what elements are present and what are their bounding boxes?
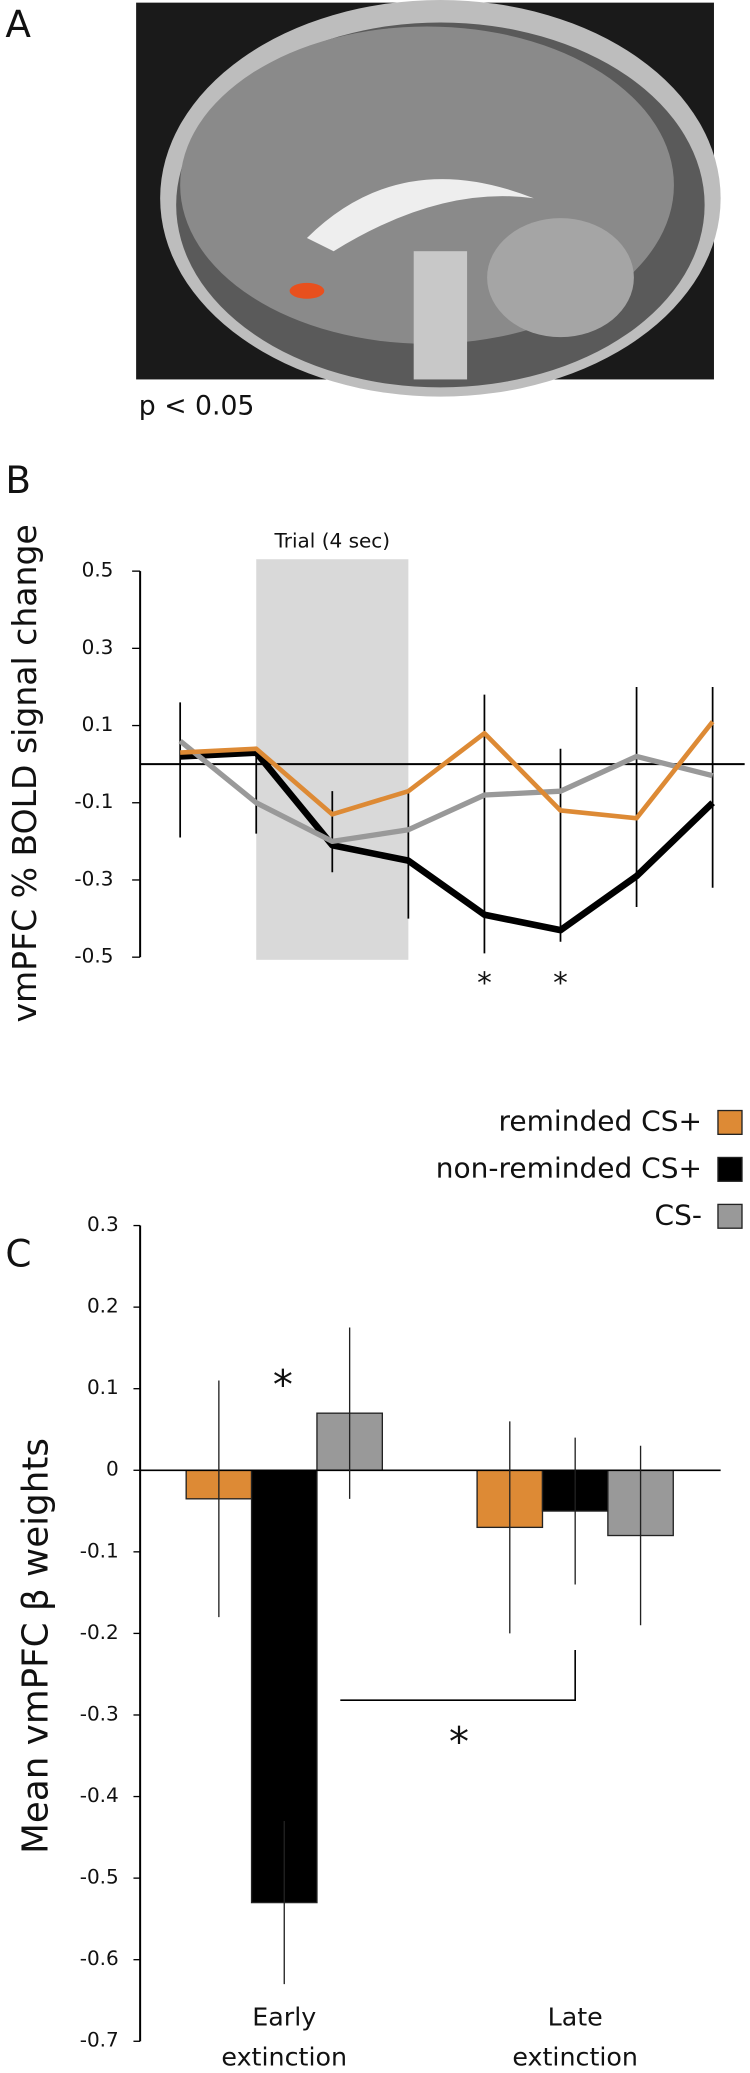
y-axis-label: vmPFC % BOLD signal change bbox=[5, 524, 44, 1022]
y-axis-label: Mean vmPFC β weights bbox=[15, 1438, 56, 1854]
y-tick-label: -0.7 bbox=[80, 2029, 119, 2052]
y-tick-label: 0.2 bbox=[87, 1295, 119, 1318]
significance-star: * bbox=[553, 966, 568, 1000]
panel-label: C bbox=[5, 1232, 31, 1276]
legend-label: CS- bbox=[655, 1198, 702, 1231]
x-tick-label: Late extinction bbox=[512, 2003, 638, 2072]
y-tick-label: -0.3 bbox=[74, 868, 113, 891]
y-tick-label: 0.1 bbox=[82, 713, 114, 736]
significance-star: * bbox=[273, 1363, 293, 1409]
panel-label: A bbox=[5, 2, 31, 46]
series-line bbox=[180, 720, 715, 821]
legend-label: reminded CS+ bbox=[499, 1105, 702, 1138]
y-tick-label: 0.3 bbox=[87, 1213, 119, 1236]
panel-label: B bbox=[5, 458, 31, 502]
y-tick-label: -0.5 bbox=[80, 1866, 119, 1889]
y-tick-label: -0.2 bbox=[80, 1621, 119, 1644]
legend-swatch bbox=[717, 1109, 743, 1135]
comparison-bracket bbox=[340, 1649, 576, 1701]
y-tick-label: -0.5 bbox=[74, 945, 113, 968]
significance-star: * bbox=[477, 966, 492, 1000]
y-tick-label: 0 bbox=[106, 1458, 119, 1481]
x-tick-word: extinction bbox=[512, 2043, 638, 2072]
caption: p < 0.05 bbox=[139, 391, 255, 422]
trial-label: Trial (4 sec) bbox=[273, 530, 390, 553]
series-line bbox=[179, 749, 715, 934]
y-tick-label: -0.1 bbox=[74, 790, 113, 813]
series-line bbox=[178, 738, 714, 845]
x-tick-word: extinction bbox=[221, 2043, 347, 2072]
x-tick-label: Early extinction bbox=[221, 2003, 347, 2072]
y-tick-label: -0.1 bbox=[80, 1539, 119, 1562]
x-tick-word: Early bbox=[252, 2003, 316, 2032]
legend-label: non-reminded CS+ bbox=[436, 1151, 702, 1184]
y-tick-label: 0.3 bbox=[82, 636, 114, 659]
y-tick-label: 0.1 bbox=[87, 1376, 119, 1399]
legend-swatch bbox=[717, 1203, 743, 1229]
x-tick-word: Late bbox=[548, 2003, 603, 2032]
y-tick-label: 0.5 bbox=[82, 559, 114, 582]
legend-swatch bbox=[717, 1156, 743, 1182]
brain-image bbox=[136, 0, 721, 397]
y-tick-label: -0.3 bbox=[80, 1703, 119, 1726]
y-tick-label: -0.6 bbox=[80, 1947, 119, 1970]
y-tick-label: -0.4 bbox=[80, 1784, 119, 1807]
trial-window bbox=[256, 559, 409, 960]
significance-star: * bbox=[449, 1720, 469, 1766]
